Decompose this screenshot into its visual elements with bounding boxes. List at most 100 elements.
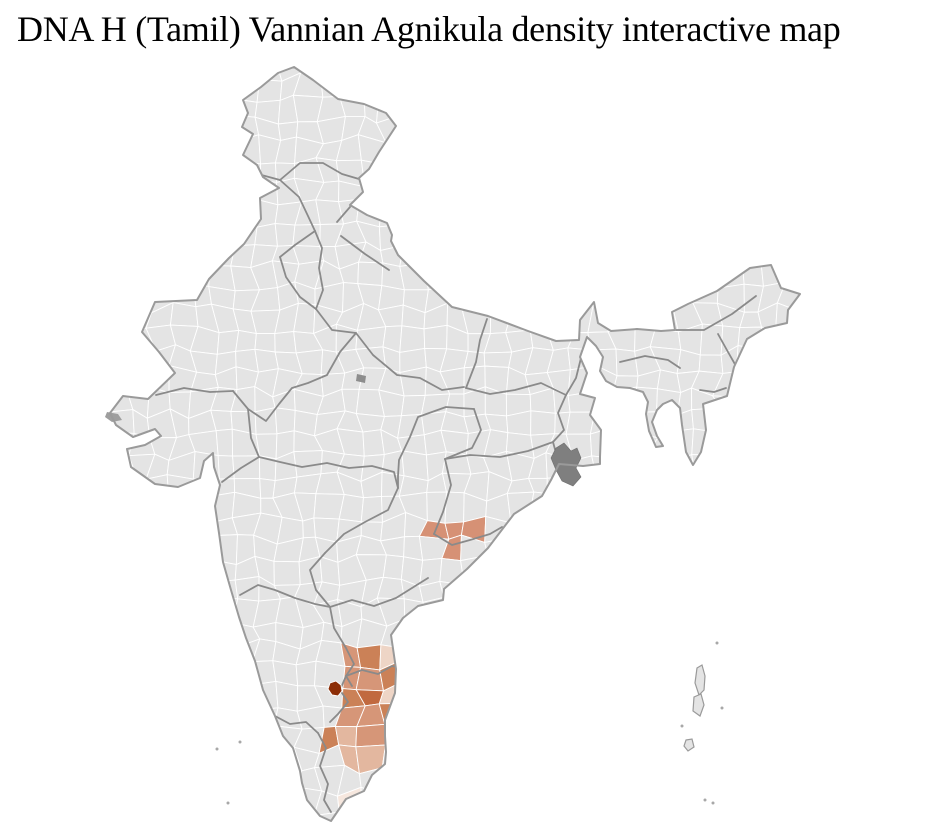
- district-cell[interactable]: [594, 721, 618, 754]
- district-cell[interactable]: [84, 263, 109, 288]
- district-cell[interactable]: [543, 261, 571, 287]
- district-cell[interactable]: [462, 224, 490, 248]
- district-cell[interactable]: [230, 176, 262, 206]
- district-cell[interactable]: [503, 533, 535, 563]
- district-cell[interactable]: [166, 92, 198, 120]
- district-cell[interactable]: [525, 218, 550, 250]
- district-cell[interactable]: [188, 135, 220, 167]
- district-cell[interactable]: [483, 54, 512, 82]
- district-cell[interactable]: [482, 78, 512, 101]
- district-cell[interactable]: [629, 157, 658, 185]
- district-cell[interactable]: [419, 72, 441, 98]
- district-cell[interactable]: [377, 52, 409, 77]
- district-cell[interactable]: [589, 640, 616, 667]
- district-cell[interactable]: [487, 224, 514, 246]
- district-cell[interactable]: [755, 830, 780, 835]
- district-cell[interactable]: [399, 262, 429, 291]
- district-cell[interactable]: [615, 219, 640, 249]
- district-cell[interactable]: [778, 221, 805, 246]
- district-cell[interactable]: [231, 769, 260, 794]
- district-cell[interactable]: [507, 683, 527, 713]
- district-cell[interactable]: [656, 118, 676, 142]
- district-cell[interactable]: [84, 220, 113, 248]
- district-cell[interactable]: [418, 620, 445, 650]
- district-cell[interactable]: [190, 496, 217, 522]
- district-cell[interactable]: [192, 810, 218, 830]
- district-cell[interactable]: [713, 176, 743, 209]
- district-cell[interactable]: [187, 156, 212, 188]
- district-cell[interactable]: [447, 744, 469, 773]
- district-cell[interactable]: [155, 261, 178, 286]
- district-cell[interactable]: [274, 829, 303, 835]
- district-cell[interactable]: [545, 682, 569, 710]
- district-cell[interactable]: [363, 72, 380, 97]
- district-cell[interactable]: [803, 578, 827, 604]
- district-cell[interactable]: [214, 71, 241, 100]
- district-cell[interactable]: [757, 494, 788, 524]
- district-cell[interactable]: [711, 395, 739, 413]
- district-cell[interactable]: [83, 618, 113, 650]
- district-cell[interactable]: [169, 557, 199, 584]
- district-cell[interactable]: [591, 616, 616, 650]
- district-cell[interactable]: [88, 326, 113, 352]
- district-cell[interactable]: [488, 196, 513, 230]
- district-cell[interactable]: [172, 605, 194, 628]
- district-cell[interactable]: [443, 596, 469, 622]
- district-cell[interactable]: [360, 806, 388, 831]
- district-cell[interactable]: [738, 245, 762, 267]
- district-cell[interactable]: [420, 790, 442, 814]
- district-cell[interactable]: [86, 514, 106, 542]
- district-cell[interactable]: [399, 244, 425, 267]
- district-cell[interactable]: [447, 829, 469, 835]
- district-cell[interactable]: [567, 365, 598, 397]
- district-cell[interactable]: [124, 745, 152, 776]
- district-cell[interactable]: [722, 831, 737, 835]
- district-cell[interactable]: [593, 389, 615, 413]
- district-cell[interactable]: [595, 537, 616, 557]
- district-cell[interactable]: [171, 70, 198, 103]
- district-cell[interactable]: [481, 596, 511, 628]
- district-cell[interactable]: [207, 702, 232, 733]
- district-cell[interactable]: [86, 556, 107, 585]
- district-cell[interactable]: [482, 163, 511, 187]
- district-cell[interactable]: [673, 92, 696, 123]
- district-cell[interactable]: [525, 767, 553, 792]
- district-cell[interactable]: [782, 619, 803, 646]
- district-cell[interactable]: [132, 51, 154, 82]
- district-cell[interactable]: [168, 498, 199, 522]
- district-cell[interactable]: [128, 177, 151, 205]
- district-cell[interactable]: [551, 281, 573, 308]
- district-cell[interactable]: [211, 828, 239, 835]
- district-cell[interactable]: [146, 770, 174, 791]
- district-cell[interactable]: [712, 204, 743, 222]
- andaman-island[interactable]: [692, 693, 705, 717]
- district-cell[interactable]: [508, 177, 529, 208]
- district-cell[interactable]: [508, 701, 527, 734]
- district-cell[interactable]: [714, 705, 745, 733]
- district-cell[interactable]: [630, 763, 657, 788]
- district-cell[interactable]: [799, 261, 828, 289]
- district-cell[interactable]: [260, 162, 277, 183]
- district-cell[interactable]: [691, 785, 717, 812]
- district-cell[interactable]: [649, 786, 679, 810]
- district-cell[interactable]: [670, 514, 698, 543]
- district-cell[interactable]: [502, 218, 532, 248]
- district-cell[interactable]: [90, 646, 105, 665]
- district-cell[interactable]: [439, 60, 472, 82]
- district-cell[interactable]: [188, 116, 220, 140]
- district-cell[interactable]: [507, 75, 534, 104]
- district-cell[interactable]: [444, 244, 468, 263]
- district-cell[interactable]: [764, 534, 781, 558]
- district-cell[interactable]: [482, 749, 508, 770]
- district-cell[interactable]: [675, 409, 694, 432]
- district-cell[interactable]: [802, 730, 824, 751]
- district-cell[interactable]: [587, 830, 615, 835]
- district-cell[interactable]: [589, 661, 612, 690]
- district-cell[interactable]: [632, 282, 660, 314]
- district-cell[interactable]: [675, 158, 701, 186]
- district-cell[interactable]: [568, 134, 599, 161]
- district-cell[interactable]: [171, 685, 195, 705]
- district-cell[interactable]: [565, 261, 599, 293]
- district-cell[interactable]: [651, 617, 681, 646]
- district-cell[interactable]: [712, 471, 745, 499]
